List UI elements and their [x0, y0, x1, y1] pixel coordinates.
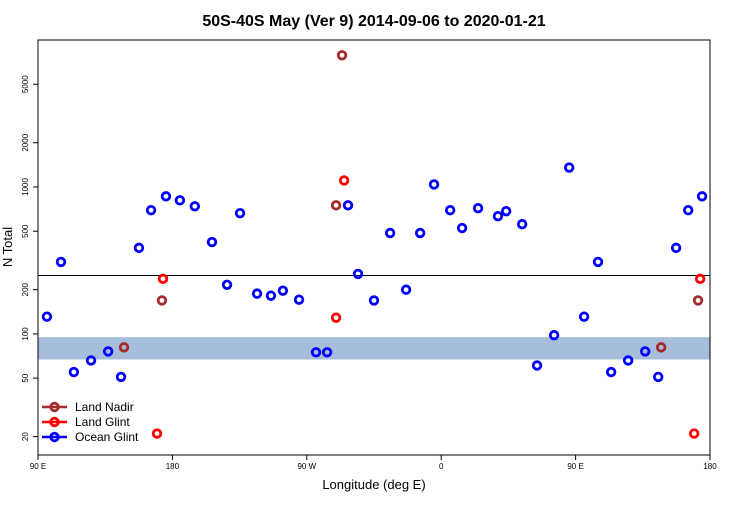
- point: [384, 227, 396, 239]
- x-tick-label: 90 E: [30, 462, 46, 471]
- point: [531, 360, 543, 371]
- y-tick-label: 200: [21, 282, 30, 296]
- point: [548, 330, 560, 341]
- point: [563, 162, 575, 173]
- x-tick-label: 180: [703, 462, 717, 471]
- point: [265, 290, 277, 301]
- point: [352, 268, 364, 280]
- point: [400, 284, 412, 295]
- point: [652, 371, 664, 383]
- point: [688, 428, 700, 439]
- point: [277, 285, 289, 296]
- y-tick-label: 5000: [21, 75, 30, 93]
- point: [321, 347, 333, 358]
- point: [221, 279, 233, 290]
- y-tick-label: 100: [21, 327, 30, 341]
- point: [251, 288, 263, 299]
- point: [696, 191, 708, 202]
- legend-label: Land Nadir: [75, 400, 134, 414]
- point: [206, 236, 218, 248]
- point: [428, 179, 440, 190]
- point: [639, 346, 651, 357]
- point: [330, 312, 342, 323]
- x-tick-label: 0: [439, 462, 444, 471]
- point: [133, 242, 145, 254]
- point: [156, 295, 168, 306]
- point: [151, 428, 163, 439]
- point: [160, 191, 172, 202]
- point: [102, 346, 114, 357]
- x-axis-label: Longitude (deg E): [322, 477, 425, 492]
- y-tick-label: 50: [21, 373, 30, 382]
- point: [55, 256, 67, 268]
- point: [414, 227, 426, 239]
- x-tick-label: 90 E: [567, 462, 583, 471]
- point: [694, 273, 706, 285]
- point: [338, 175, 350, 186]
- point: [578, 311, 590, 322]
- point: [115, 371, 127, 383]
- point: [516, 218, 528, 230]
- point: [592, 256, 604, 268]
- point: [145, 204, 157, 216]
- y-axis-label: N Total: [0, 227, 15, 267]
- point: [174, 195, 186, 206]
- legend-marker: [49, 401, 60, 413]
- point: [692, 295, 704, 306]
- point: [605, 366, 617, 378]
- legend-label: Ocean Glint: [75, 430, 139, 444]
- point: [444, 204, 456, 216]
- x-tick-label: 90 W: [297, 462, 316, 471]
- point: [189, 201, 200, 212]
- shaded-band: [38, 337, 710, 360]
- y-tick-label: 500: [21, 224, 30, 238]
- point: [682, 204, 694, 216]
- point: [41, 311, 53, 322]
- point: [342, 200, 354, 211]
- point: [655, 342, 667, 353]
- point: [472, 202, 484, 214]
- point: [330, 200, 342, 211]
- point: [293, 294, 305, 305]
- point: [368, 295, 380, 306]
- legend-marker: [49, 431, 60, 443]
- point: [157, 273, 169, 285]
- point: [622, 355, 634, 366]
- point: [85, 355, 97, 366]
- plot-frame: [37, 39, 711, 456]
- point: [234, 207, 246, 219]
- point: [492, 210, 504, 222]
- point: [500, 205, 512, 217]
- y-tick-label: 1000: [21, 178, 30, 196]
- x-tick-label: 180: [166, 462, 180, 471]
- point: [336, 50, 348, 61]
- point: [118, 342, 130, 353]
- legend-label: Land Glint: [75, 415, 130, 429]
- legend-marker: [49, 416, 60, 428]
- point: [310, 347, 322, 358]
- y-tick-label: 20: [21, 432, 30, 441]
- y-tick-label: 2000: [21, 133, 30, 151]
- point: [670, 242, 682, 254]
- chart-title: 50S-40S May (Ver 9) 2014-09-06 to 2020-0…: [202, 13, 545, 30]
- point: [68, 366, 80, 378]
- point: [456, 222, 468, 234]
